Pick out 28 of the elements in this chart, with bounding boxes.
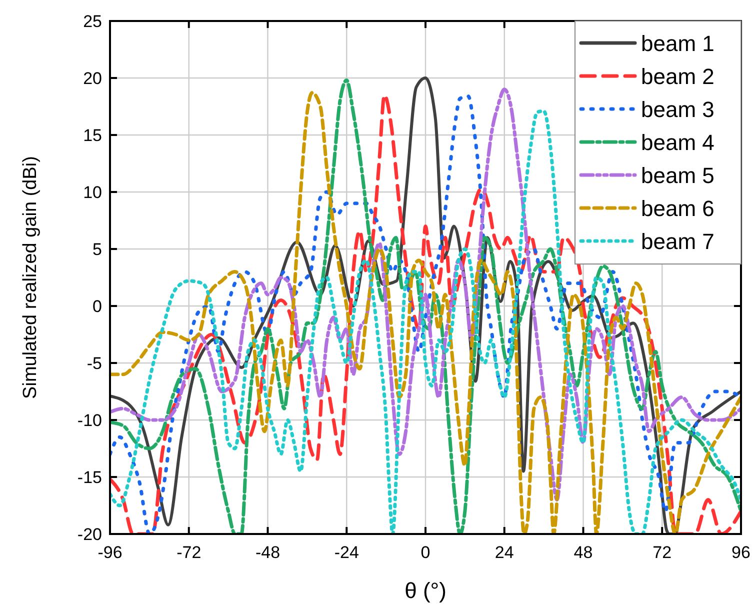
x-tick-label: -48 — [255, 543, 280, 562]
x-tick-label: 48 — [574, 543, 593, 562]
legend-label: beam 4 — [641, 130, 714, 155]
y-tick-label: -20 — [77, 525, 102, 544]
x-tick-label: -24 — [334, 543, 359, 562]
y-tick-label: 15 — [83, 126, 102, 145]
y-tick-label: 20 — [83, 69, 102, 88]
y-tick-label: 0 — [92, 297, 102, 316]
x-tick-label: 24 — [494, 543, 514, 562]
legend-label: beam 6 — [641, 196, 714, 221]
x-tick-label: 72 — [652, 543, 672, 562]
x-tick-label: 0 — [420, 543, 430, 562]
y-tick-label: -15 — [77, 468, 102, 487]
y-axis-title: Simulated realized gain (dBi) — [20, 156, 41, 399]
y-tick-label: -5 — [86, 354, 102, 373]
x-axis-title: θ (°) — [404, 578, 446, 603]
legend-label: beam 2 — [641, 64, 714, 89]
x-tick-label: -96 — [98, 543, 122, 562]
x-tick-label: 96 — [732, 543, 750, 562]
legend-label: beam 5 — [641, 163, 714, 188]
legend-label: beam 1 — [641, 31, 714, 56]
legend-label: beam 3 — [641, 97, 714, 122]
y-tick-label: 25 — [83, 12, 102, 31]
y-tick-label: -10 — [77, 411, 102, 430]
y-tick-label: 10 — [83, 183, 102, 202]
x-tick-label: -72 — [176, 543, 202, 562]
legend-label: beam 7 — [641, 229, 714, 254]
y-tick-label: 5 — [92, 240, 102, 259]
